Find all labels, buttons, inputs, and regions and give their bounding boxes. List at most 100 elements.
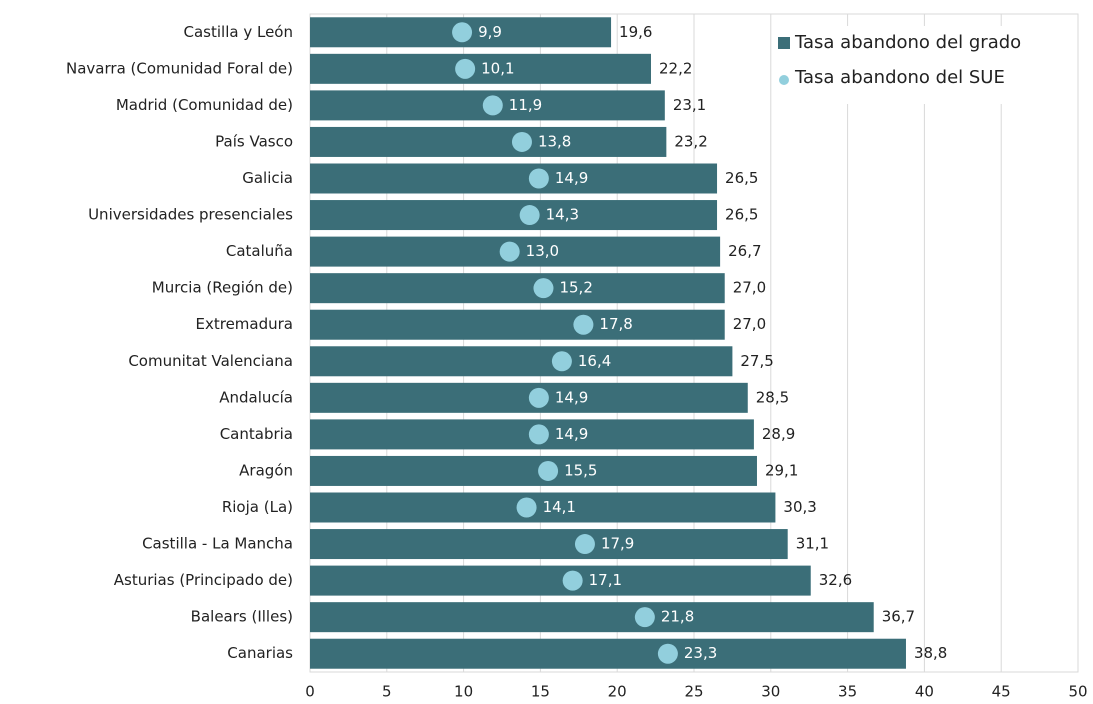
dot xyxy=(573,314,594,335)
bar xyxy=(310,638,906,669)
bar xyxy=(310,492,776,523)
bar xyxy=(310,126,667,157)
y-tick-label: Andalucía xyxy=(219,388,293,406)
bar xyxy=(310,565,811,596)
x-tick-label: 35 xyxy=(838,683,857,701)
dot xyxy=(574,534,595,555)
plot-border xyxy=(309,13,1079,673)
legend-label: Tasa abandono del grado xyxy=(794,32,1021,53)
bar xyxy=(310,200,718,231)
bar-value-label: 19,6 xyxy=(619,23,652,41)
dot-value-label: 14,9 xyxy=(555,388,588,406)
dot-value-label: 9,9 xyxy=(478,23,502,41)
dot xyxy=(499,241,520,262)
y-tick-label: Universidades presenciales xyxy=(88,206,293,224)
x-tick-label: 10 xyxy=(454,683,473,701)
dot xyxy=(528,168,549,189)
dot-value-label: 13,8 xyxy=(538,132,571,150)
legend-marker xyxy=(778,37,790,49)
bar-value-label: 26,5 xyxy=(725,169,758,187)
dot-value-label: 21,8 xyxy=(661,608,694,626)
y-tick-label: Murcia (Región de) xyxy=(152,279,293,297)
dot xyxy=(519,205,540,226)
dot-value-label: 14,9 xyxy=(555,169,588,187)
y-tick-label: Extremadura xyxy=(196,315,294,333)
x-tick-label: 50 xyxy=(1068,683,1087,701)
y-tick-label: Aragón xyxy=(239,461,293,479)
x-tick-label: 25 xyxy=(684,683,703,701)
y-tick-label: Asturias (Principado de) xyxy=(114,571,293,589)
bar xyxy=(310,273,725,304)
dot xyxy=(452,22,473,43)
legend-marker xyxy=(779,75,789,85)
dot-value-label: 16,4 xyxy=(578,352,611,370)
legend-label: Tasa abandono del SUE xyxy=(794,67,1005,88)
x-tick-label: 20 xyxy=(608,683,627,701)
bar-value-label: 31,1 xyxy=(796,535,829,553)
x-tick-label: 0 xyxy=(305,683,315,701)
bar xyxy=(310,455,757,486)
y-tick-label: Cataluña xyxy=(226,242,293,260)
dot xyxy=(528,424,549,445)
dot-value-label: 10,1 xyxy=(481,59,514,77)
bar-value-label: 29,1 xyxy=(765,461,798,479)
bar xyxy=(310,602,874,633)
dot xyxy=(551,351,572,372)
bar-value-label: 26,7 xyxy=(728,242,761,260)
dot xyxy=(455,58,476,79)
bar-value-label: 38,8 xyxy=(914,644,947,662)
x-tick-label: 45 xyxy=(992,683,1011,701)
bar-value-label: 28,9 xyxy=(762,425,795,443)
bar-value-label: 26,5 xyxy=(725,206,758,224)
dot xyxy=(528,387,549,408)
x-tick-label: 5 xyxy=(382,683,392,701)
bar-value-label: 30,3 xyxy=(783,498,816,516)
legend-background xyxy=(772,26,1062,104)
bar-value-label: 36,7 xyxy=(882,608,915,626)
dot xyxy=(657,643,678,664)
bar-value-label: 22,2 xyxy=(659,59,692,77)
bar-value-label: 27,5 xyxy=(740,352,773,370)
y-tick-label: País Vasco xyxy=(215,132,293,150)
dot xyxy=(538,460,559,481)
dot-value-label: 13,0 xyxy=(526,242,559,260)
bar-value-label: 23,2 xyxy=(674,132,707,150)
y-tick-label: Canarias xyxy=(227,644,293,662)
bar-value-label: 28,5 xyxy=(756,388,789,406)
dot-value-label: 15,2 xyxy=(559,279,592,297)
y-tick-label: Castilla y León xyxy=(184,23,293,41)
bar xyxy=(310,309,725,340)
x-tick-label: 30 xyxy=(761,683,780,701)
y-tick-label: Navarra (Comunidad Foral de) xyxy=(66,59,293,77)
y-tick-label: Galicia xyxy=(242,169,293,187)
dot xyxy=(516,497,537,518)
dot xyxy=(533,278,554,299)
dot-value-label: 23,3 xyxy=(684,644,717,662)
bar-value-label: 27,0 xyxy=(733,279,766,297)
dot-value-label: 14,3 xyxy=(546,206,579,224)
bar xyxy=(310,529,788,560)
y-tick-label: Comunitat Valenciana xyxy=(128,352,293,370)
dot-value-label: 17,1 xyxy=(589,571,622,589)
bar-value-label: 23,1 xyxy=(673,96,706,114)
y-tick-label: Balears (Illes) xyxy=(191,608,293,626)
dot-value-label: 15,5 xyxy=(564,461,597,479)
dot xyxy=(634,607,655,628)
bar-value-label: 27,0 xyxy=(733,315,766,333)
y-tick-label: Rioja (La) xyxy=(222,498,293,516)
dot-value-label: 14,9 xyxy=(555,425,588,443)
bar xyxy=(310,53,651,84)
dot xyxy=(482,95,503,116)
dot-value-label: 14,1 xyxy=(543,498,576,516)
dot xyxy=(562,570,583,591)
dot-value-label: 17,8 xyxy=(599,315,632,333)
y-tick-label: Castilla - La Mancha xyxy=(142,535,293,553)
dot-value-label: 11,9 xyxy=(509,96,542,114)
y-tick-label: Madrid (Comunidad de) xyxy=(116,96,293,114)
bar xyxy=(310,163,718,194)
bar-value-label: 32,6 xyxy=(819,571,852,589)
dot-value-label: 17,9 xyxy=(601,535,634,553)
x-tick-label: 15 xyxy=(531,683,550,701)
dot xyxy=(511,131,532,152)
